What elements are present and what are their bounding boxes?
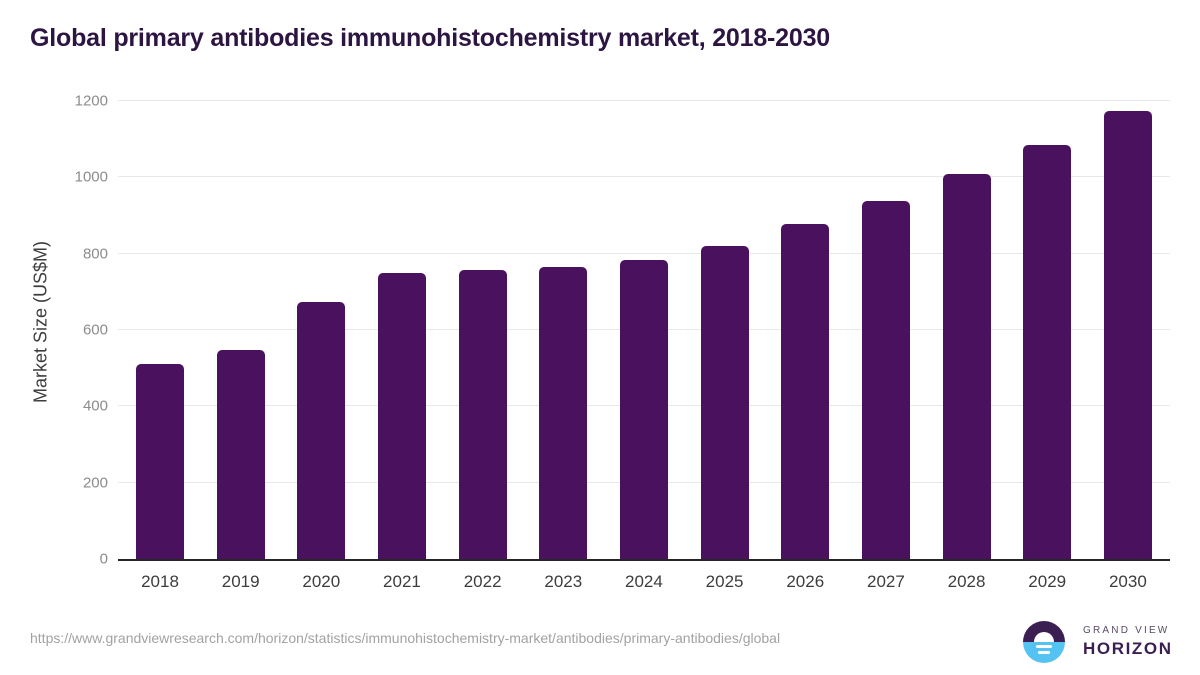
logo-reflection-line	[1038, 651, 1050, 654]
bar-2018	[136, 364, 184, 559]
logo-wordmark: GRAND VIEW HORIZON	[1083, 625, 1173, 659]
horizon-sunrise-icon	[1023, 621, 1065, 663]
bar-2028	[942, 173, 991, 559]
x-tick-label-2025: 2025	[705, 572, 744, 591]
logo-reflection-line	[1036, 645, 1052, 648]
x-tick-label-2026: 2026	[786, 572, 825, 591]
bar-2020	[297, 302, 346, 559]
source-url: https://www.grandviewresearch.com/horizo…	[30, 630, 781, 646]
x-tick-label-2020: 2020	[302, 572, 341, 591]
bar-2019	[216, 350, 265, 559]
bar-2030	[1103, 111, 1152, 559]
y-tick-label-400: 400	[82, 397, 108, 415]
y-tick-label-1200: 1200	[74, 92, 108, 110]
x-tick-label-2023: 2023	[544, 572, 583, 591]
y-axis-tick-labels: 0 200 400 600 800 1000 1200	[0, 93, 108, 568]
plot-area	[118, 100, 1170, 561]
grand-view-horizon-logo: GRAND VIEW HORIZON	[1023, 621, 1173, 663]
x-tick-label-2019: 2019	[221, 572, 260, 591]
x-tick-label-2018: 2018	[141, 572, 179, 591]
bar-2023	[539, 267, 588, 559]
logo-sky-half	[1023, 621, 1065, 642]
gridline-0	[118, 559, 1170, 561]
x-tick-label-2022: 2022	[463, 572, 502, 591]
bar-2021	[377, 272, 426, 559]
bar-2024	[619, 260, 668, 559]
y-tick-label-600: 600	[82, 321, 108, 339]
x-tick-label-2028: 2028	[947, 572, 986, 591]
bar-series	[118, 101, 1170, 559]
y-tick-label-800: 800	[82, 245, 108, 263]
bar-2029	[1023, 144, 1072, 559]
x-axis-tick-labels: 2018 2019 2020 2021 2022 2023 2024 2025 2026 2027…	[118, 572, 1170, 592]
gridline-1000	[118, 176, 1170, 178]
y-tick-label-0: 0	[99, 550, 108, 568]
logo-sun-dome	[1034, 632, 1054, 642]
bar-2025	[700, 246, 749, 559]
x-tick-label-2021: 2021	[383, 572, 421, 591]
chart-title: Global primary antibodies immunohistoche…	[30, 24, 830, 52]
y-tick-label-200: 200	[82, 474, 108, 492]
x-tick-label-2030: 2030	[1108, 572, 1147, 591]
x-tick-label-2024: 2024	[625, 572, 663, 591]
logo-brand-line2: HORIZON	[1083, 638, 1173, 658]
bar-2027	[861, 200, 910, 559]
bar-2026	[781, 223, 830, 559]
y-tick-label-1000: 1000	[74, 168, 108, 186]
logo-brand-line1: GRAND VIEW	[1083, 625, 1170, 637]
gridline-800	[118, 252, 1170, 254]
bar-2022	[458, 270, 507, 559]
gridline-1200	[118, 100, 1170, 101]
x-tick-label-2029: 2029	[1028, 572, 1067, 591]
x-tick-label-2027: 2027	[866, 572, 905, 591]
